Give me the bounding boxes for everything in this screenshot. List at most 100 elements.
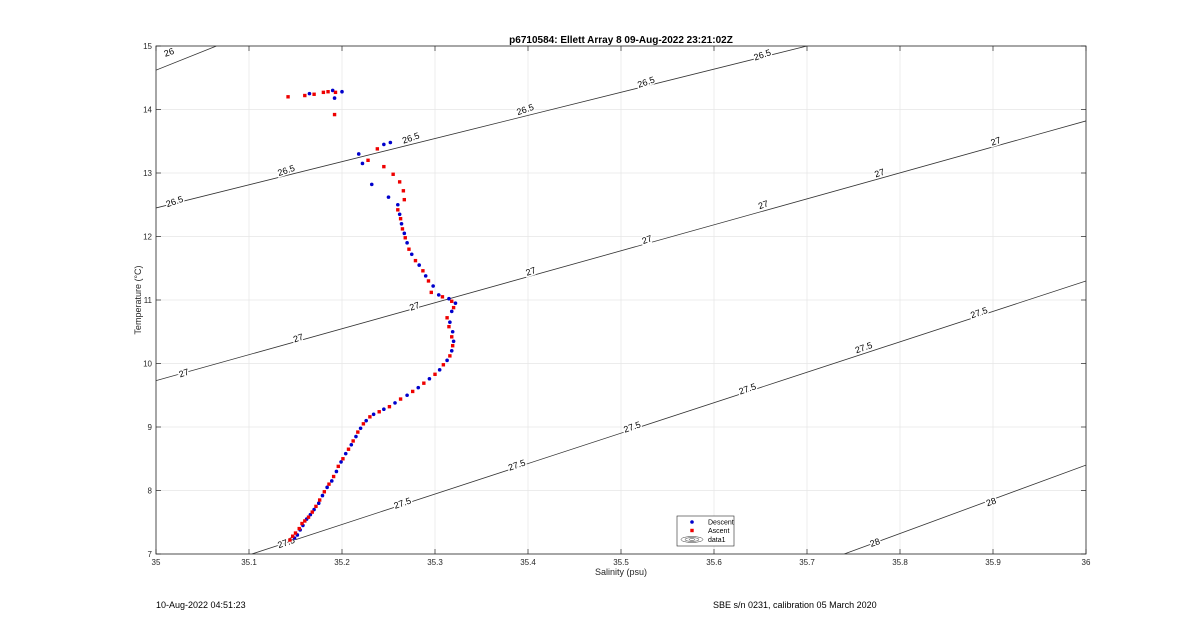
ascent-point: [332, 112, 337, 117]
x-tick-label: 36: [1082, 558, 1091, 567]
descent-point: [369, 182, 374, 187]
ascent-point: [293, 531, 298, 535]
grid: [155, 45, 1087, 555]
descent-point: [450, 329, 455, 334]
contour-line-27: [156, 120, 1086, 382]
y-tick-label: 8: [148, 487, 153, 496]
contour-label: 27: [873, 167, 886, 180]
ascent-point: [300, 521, 304, 526]
y-axis-label: Temperature (°C): [133, 265, 143, 334]
ascent-point: [401, 189, 406, 193]
descent-point: [325, 485, 329, 490]
ascent-point: [321, 90, 326, 95]
contour-label: 28: [869, 536, 882, 549]
ascent-point: [440, 295, 445, 299]
descent-point: [329, 479, 334, 483]
descent-point: [360, 161, 365, 166]
ascent-point: [450, 344, 455, 348]
ascent-point: [397, 180, 402, 184]
descent-point: [449, 309, 454, 314]
contour-label: 26.5: [165, 194, 185, 209]
ascent-point: [429, 290, 433, 295]
descent-point: [405, 393, 409, 398]
descent-point: [397, 212, 402, 217]
ascent-point: [361, 422, 366, 426]
contour-line-26: [156, 46, 217, 71]
contour-label: 26: [163, 46, 176, 59]
ascent-point: [346, 447, 351, 451]
descent-point: [356, 152, 361, 156]
contour-label: 27: [408, 300, 421, 313]
x-tick-label: 35.5: [613, 558, 629, 567]
descent-point: [448, 320, 452, 325]
contour-label: 26.5: [636, 75, 656, 90]
ascent-point: [310, 510, 314, 514]
descent-point: [451, 339, 456, 344]
ascent-point: [402, 197, 407, 202]
descent-point: [330, 88, 335, 93]
descent-point: [340, 89, 344, 94]
ascent-point: [336, 464, 340, 469]
ascent-point: [421, 269, 425, 273]
ascent-point: [312, 92, 316, 96]
ascent-point: [448, 354, 452, 358]
descent-point: [405, 241, 409, 245]
ascent-point: [317, 498, 322, 502]
contour-line-28: [844, 464, 1086, 554]
descent-point: [343, 451, 348, 456]
descent-point: [334, 469, 339, 474]
contour-label: 27: [757, 198, 770, 211]
contour-line-27-5: [251, 280, 1086, 554]
ascent-point: [400, 227, 405, 231]
legend-contour-icon: [680, 536, 704, 543]
contour-label: 26.5: [515, 102, 535, 117]
descent-point: [449, 349, 454, 353]
ascent-point: [322, 490, 327, 494]
ascent-point: [441, 363, 446, 367]
ascent-point: [450, 299, 454, 303]
descent-point: [388, 140, 393, 145]
x-axis-ticks: 35 35.1 35.2 35.3 35.4 35.5 35.6 35.7 35.8 35.9 36: [152, 46, 1091, 567]
x-tick-label: 35.3: [427, 558, 443, 567]
x-tick-label: 35.4: [520, 558, 536, 567]
ascent-point: [450, 335, 454, 339]
descent-point: [358, 426, 363, 431]
ascent-point: [447, 324, 451, 329]
y-tick-label: 15: [143, 42, 152, 51]
x-tick-label: 35.1: [241, 558, 257, 567]
y-axis-ticks: 7 8 9 10 11 12 13 14 15: [143, 42, 1086, 559]
descent-point: [447, 296, 451, 301]
descent-point: [396, 202, 400, 207]
ascent-point: [306, 515, 311, 519]
x-tick-label: 35.8: [892, 558, 908, 567]
descent-point: [332, 96, 337, 100]
descent-point: [371, 412, 376, 417]
descent-point: [399, 222, 404, 226]
ascent-point: [351, 439, 355, 443]
footer-timestamp: 10-Aug-2022 04:51:23: [156, 600, 246, 610]
ascent-point: [391, 172, 395, 176]
ascent-point: [286, 95, 290, 99]
contour-label: 26.5: [401, 130, 421, 145]
x-tick-label: 35: [152, 558, 161, 567]
ascent-point: [375, 147, 380, 151]
legend-descent-label: Descent: [708, 520, 734, 527]
descent-point: [417, 263, 421, 267]
descent-point: [382, 142, 386, 147]
ascent-point: [407, 247, 411, 251]
descent-point: [349, 442, 354, 447]
contour-label: 28: [985, 496, 998, 509]
contour-line-26-5: [156, 46, 808, 209]
contour-label: 26.5: [752, 47, 772, 62]
ascent-point: [366, 158, 370, 162]
descent-point: [453, 301, 458, 305]
density-contour-labels: 2626.526.526.526.526.526.527272727272727…: [161, 44, 1003, 551]
legend-ascent-marker: [690, 528, 694, 533]
ascent-point: [398, 397, 403, 401]
contour-label: 27.5: [969, 305, 989, 320]
descent-point: [316, 501, 321, 506]
descent-point: [431, 284, 435, 288]
contour-label: 27: [178, 367, 191, 380]
contour-label: 27: [292, 332, 305, 345]
contour-label: 27.5: [507, 458, 527, 473]
